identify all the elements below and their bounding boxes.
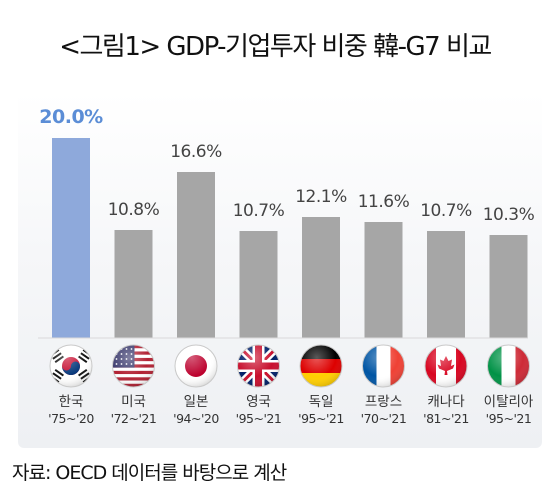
- period-label-4: '95~'21: [236, 411, 282, 426]
- canada-flag-icon: [424, 344, 468, 388]
- value-label-4: 10.7%: [233, 201, 285, 221]
- value-label-7: 10.7%: [420, 201, 472, 221]
- category-label-4: 영국: [246, 394, 271, 410]
- bar-7: [427, 231, 465, 338]
- germany-flag-icon: [299, 344, 343, 388]
- italy-flag-icon: [487, 344, 530, 388]
- category-label-3: 일본: [184, 394, 209, 410]
- chart-title: <그림1> GDP-기업투자 비중 韓-G7 비교: [59, 32, 492, 62]
- value-label-3: 16.6%: [170, 142, 222, 162]
- value-label-8: 10.3%: [483, 205, 535, 225]
- bar-2: [114, 230, 153, 338]
- bar-chart: 20.0% 한국'75~'20 10.8% 미국'72~'21 16.6% 일본'94~'…: [38, 106, 535, 426]
- value-label-6: 11.6%: [358, 192, 410, 212]
- bar-1: [52, 138, 90, 338]
- category-label-8: 이탈리아: [484, 394, 534, 410]
- category-label-1: 한국: [59, 394, 84, 410]
- bar-5: [302, 217, 340, 338]
- uk-flag-icon: [237, 344, 280, 388]
- value-label-5: 12.1%: [295, 187, 347, 207]
- period-label-7: '81~'21: [423, 411, 469, 426]
- period-label-1: '75~'20: [48, 411, 94, 426]
- category-label-2: 미국: [121, 394, 146, 410]
- period-label-3: '94~'20: [173, 411, 219, 426]
- source-note: 자료: OECD 데이터를 바탕으로 계산: [12, 462, 287, 484]
- period-label-8: '95~'21: [486, 411, 532, 426]
- category-label-6: 프랑스: [365, 394, 402, 410]
- korea-flag-icon: [49, 344, 93, 388]
- usa-flag-icon: [112, 344, 155, 388]
- bar-3: [177, 172, 215, 338]
- value-label-1: 20.0%: [39, 106, 103, 128]
- japan-flag-icon: [174, 344, 218, 388]
- bar-4: [239, 231, 278, 338]
- category-label-7: 캐나다: [427, 394, 465, 410]
- period-label-6: '70~'21: [361, 411, 407, 426]
- bar-6: [364, 222, 403, 338]
- period-label-2: '72~'21: [111, 411, 157, 426]
- value-label-2: 10.8%: [108, 200, 160, 220]
- france-flag-icon: [362, 344, 405, 388]
- chart-area: 20.0% 한국 '75~'20 10.8% 미국 '72~'21 16.6% 일본 '94~'…: [18, 92, 542, 448]
- category-label-5: 독일: [309, 394, 334, 410]
- bar-8: [489, 235, 528, 338]
- period-label-5: '95~'21: [298, 411, 344, 426]
